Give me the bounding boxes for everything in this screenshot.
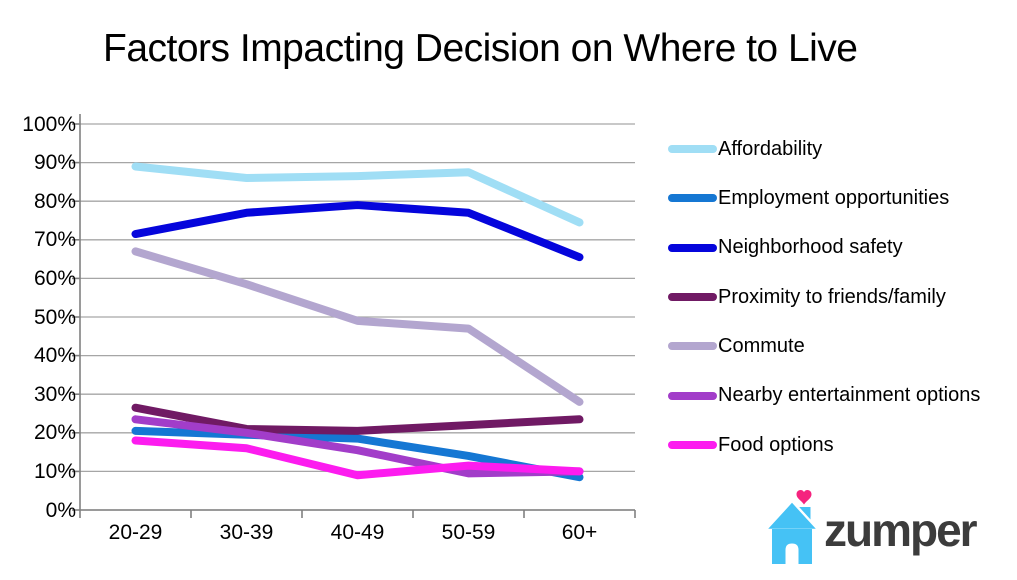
legend-item-food-options: Food options [668, 432, 834, 458]
legend-item-affordability: Affordability [668, 136, 822, 162]
y-tick-label: 0% [45, 498, 76, 522]
zumper-logo: zumper [766, 488, 978, 566]
y-tick-label: 20% [33, 421, 76, 445]
y-tick-label: 90% [33, 151, 76, 175]
series-line-food-options [131, 436, 584, 480]
legend-swatch [668, 391, 717, 400]
legend-label: Employment opportunities [718, 186, 950, 209]
y-tick-label: 50% [33, 305, 76, 329]
legend-label: Commute [718, 334, 805, 357]
y-tick-label: 40% [33, 344, 76, 368]
legend-swatch [668, 194, 717, 203]
legend-swatch [668, 441, 717, 450]
y-tick-label: 60% [33, 266, 76, 290]
legend-swatch [668, 145, 717, 153]
legend-item-proximity-to-friends-family: Proximity to friends/family [668, 284, 946, 310]
x-tick-label: 20-29 [108, 521, 163, 544]
y-tick-label: 80% [33, 189, 76, 213]
legend-label: Food options [718, 433, 834, 456]
legend-item-neighborhood-safety: Neighborhood safety [668, 235, 903, 261]
legend-swatch [668, 293, 717, 302]
x-tick-label: 60+ [561, 521, 598, 544]
legend-label: Affordability [718, 137, 823, 160]
legend-item-nearby-entertainment-options: Nearby entertainment options [668, 383, 980, 409]
legend-label: Neighborhood safety [718, 236, 903, 259]
x-tick-label: 50-59 [441, 521, 496, 544]
legend-label: Nearby entertainment options [718, 384, 981, 407]
y-tick-label: 70% [33, 228, 76, 252]
legend-item-commute: Commute [668, 333, 805, 359]
legend-label: Proximity to friends/family [718, 285, 946, 308]
zumper-house-icon [766, 490, 820, 564]
series-line-proximity-to-friends-family [131, 403, 584, 435]
series-line-commute [131, 247, 584, 406]
series-line-nearby-entertainment-options [131, 415, 584, 478]
y-tick-label: 10% [33, 459, 76, 483]
logo-heart-icon [796, 490, 812, 505]
x-tick-label: 40-49 [330, 521, 385, 544]
y-tick-label: 100% [22, 112, 76, 136]
legend-item-employment-opportunities: Employment opportunities [668, 185, 949, 211]
series-line-employment-opportunities [131, 426, 584, 482]
x-tick-label: 30-39 [219, 521, 274, 544]
chart-legend: Affordability Employment opportunities Nei… [668, 0, 1017, 580]
zumper-logo-text: zumper [824, 504, 978, 556]
logo-door [785, 543, 799, 564]
legend-swatch [668, 342, 717, 351]
y-tick-label: 30% [33, 382, 76, 406]
logo-roof [766, 499, 820, 532]
legend-swatch [668, 243, 717, 252]
chart-title: Factors Impacting Decision on Where to L… [103, 27, 858, 70]
series-line-neighborhood-safety [131, 201, 584, 262]
series-line-affordability [131, 162, 584, 227]
